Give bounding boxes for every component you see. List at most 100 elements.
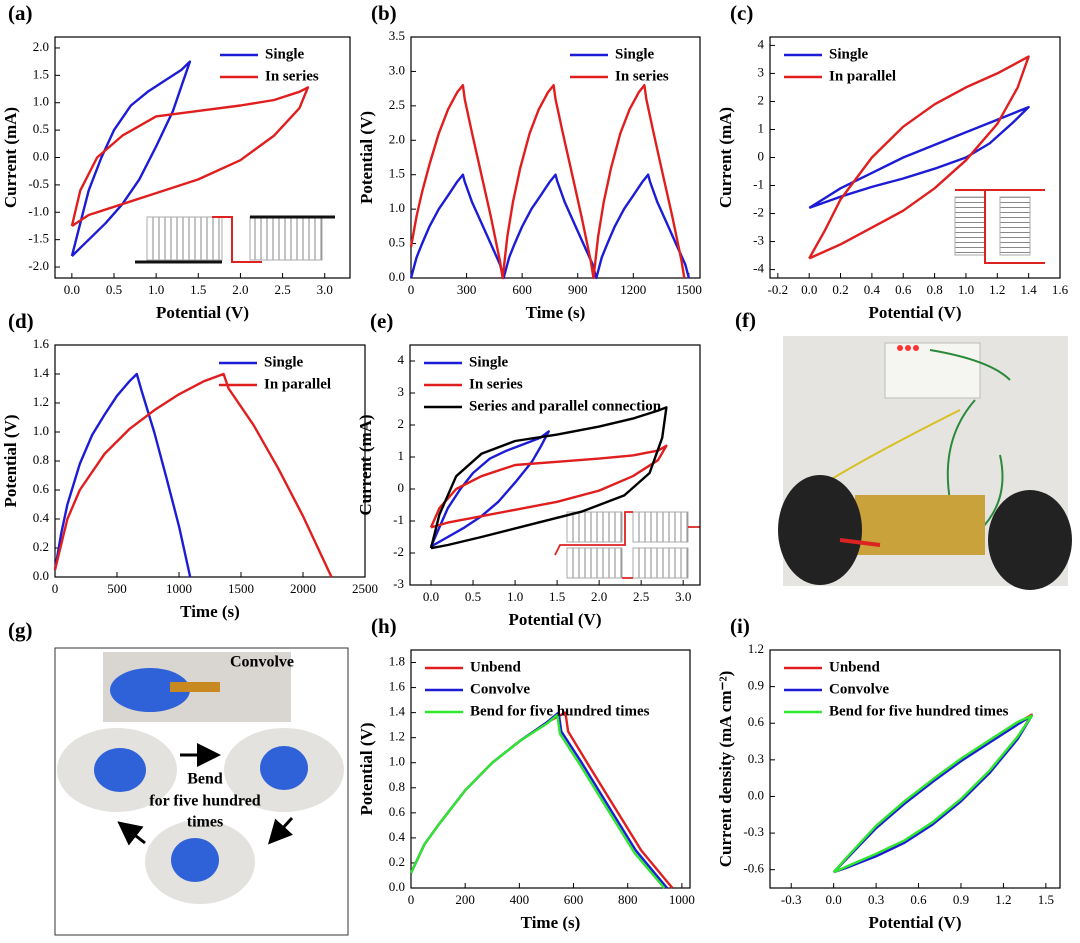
x-tick-label: 3.0 — [675, 589, 691, 604]
y-tick-label: 2 — [398, 416, 405, 431]
panel-label: (b) — [371, 1, 397, 25]
y-tick-label: 0 — [758, 148, 765, 163]
legend-label: Unbend — [829, 659, 881, 675]
x-tick-label: 0.0 — [801, 282, 817, 297]
x-tick-label: 0.3 — [868, 892, 884, 907]
series-line — [70, 60, 192, 257]
x-tick-label: 400 — [510, 892, 530, 907]
x-tick-label: 2000 — [290, 581, 316, 596]
series-line — [832, 714, 1033, 874]
x-axis-title: Time (s) — [180, 602, 240, 621]
x-tick-label: 1500 — [228, 581, 254, 596]
series-line — [70, 86, 310, 228]
y-tick-label: -0.6 — [743, 861, 764, 876]
y-axis-title: Current (mA) — [716, 107, 735, 208]
x-tick-label: 0.8 — [926, 282, 942, 297]
x-tick-label: -0.2 — [768, 282, 789, 297]
y-tick-label: -2.0 — [28, 258, 49, 273]
y-tick-label: 1.0 — [33, 94, 49, 109]
series-line — [409, 713, 666, 889]
y-axis-title: Potential (V) — [1, 414, 20, 507]
y-tick-label: 1.2 — [33, 394, 49, 409]
x-tick-label: 600 — [512, 282, 532, 297]
x-tick-label: 1.0 — [958, 282, 974, 297]
y-tick-label: 0.3 — [748, 751, 764, 766]
x-tick-label: 0.0 — [64, 282, 80, 297]
inset-c — [954, 189, 1045, 264]
legend-label: In series — [265, 68, 319, 84]
x-tick-label: 500 — [107, 581, 127, 596]
y-tick-label: 3 — [398, 384, 405, 399]
y-tick-label: 2.5 — [389, 97, 405, 112]
inset-a — [135, 215, 335, 264]
x-axis-title: Potential (V) — [868, 913, 961, 932]
y-tick-label: 0.6 — [33, 481, 50, 496]
x-tick-label: 2500 — [352, 581, 378, 596]
y-tick-label: 1 — [398, 448, 405, 463]
legend-label: Unbend — [470, 659, 522, 675]
x-axis-title: Potential (V) — [156, 303, 249, 322]
y-tick-label: -3 — [393, 576, 404, 591]
x-tick-label: 1.0 — [148, 282, 164, 297]
y-tick-label: 4 — [758, 36, 765, 51]
x-tick-label: 1.5 — [1038, 892, 1054, 907]
x-tick-label: 800 — [618, 892, 638, 907]
plot-frame — [769, 649, 1061, 889]
y-tick-label: 0.2 — [389, 854, 405, 869]
series-line — [409, 711, 674, 889]
x-tick-label: 900 — [568, 282, 588, 297]
y-tick-label: 0.6 — [748, 714, 765, 729]
y-tick-label: 2 — [758, 92, 765, 107]
legend-label: Convolve — [829, 681, 889, 697]
y-tick-label: 2.0 — [33, 39, 49, 54]
y-tick-label: 0.5 — [33, 121, 49, 136]
y-tick-label: 3.0 — [389, 62, 405, 77]
x-tick-label: 0 — [408, 282, 415, 297]
series-line — [808, 55, 1030, 260]
y-axis-title: Current (mA) — [356, 414, 375, 515]
panel-label: (h) — [371, 614, 397, 638]
x-tick-label: 3.0 — [317, 282, 333, 297]
series-line — [53, 372, 192, 578]
x-tick-label: 2.0 — [591, 589, 607, 604]
y-tick-label: -1 — [393, 512, 404, 527]
y-tick-label: 0.4 — [33, 510, 50, 525]
photo-caption: Convolve — [230, 654, 294, 671]
x-tick-label: 1000 — [166, 581, 192, 596]
photo-f — [778, 336, 1072, 590]
x-tick-label: 200 — [455, 892, 475, 907]
legend-label: Single — [264, 354, 304, 370]
y-tick-label: -0.5 — [28, 176, 49, 191]
y-tick-label: 0.4 — [389, 829, 406, 844]
y-tick-label: -2 — [393, 544, 404, 559]
x-tick-label: 0 — [408, 892, 415, 907]
x-tick-label: 0 — [52, 581, 59, 596]
x-tick-label: 0.5 — [465, 589, 481, 604]
x-tick-label: 1.2 — [989, 282, 1005, 297]
x-tick-label: 0.6 — [895, 282, 912, 297]
y-tick-label: 1.0 — [389, 200, 405, 215]
series-line — [832, 713, 1033, 874]
inset-e — [554, 511, 700, 579]
y-tick-label: 0.9 — [748, 678, 764, 693]
y-tick-label: 2.0 — [389, 131, 405, 146]
series-line — [429, 430, 550, 548]
plot-frame — [410, 649, 691, 889]
x-tick-label: 0.9 — [953, 892, 969, 907]
x-tick-label: 0.6 — [910, 892, 927, 907]
x-tick-label: 1.4 — [1021, 282, 1038, 297]
panel-label: (i) — [730, 614, 750, 638]
y-tick-label: 1.6 — [389, 679, 406, 694]
legend-label: Single — [265, 46, 305, 62]
y-tick-label: 1.4 — [389, 704, 406, 719]
y-tick-label: -4 — [753, 261, 764, 276]
y-tick-label: 0.0 — [389, 269, 405, 284]
x-tick-label: 600 — [564, 892, 584, 907]
plot-frame — [409, 344, 701, 586]
x-axis-title: Potential (V) — [508, 610, 601, 629]
x-tick-label: -0.3 — [781, 892, 802, 907]
y-tick-label: 0.8 — [389, 779, 405, 794]
y-tick-label: -3 — [753, 233, 764, 248]
y-tick-label: 1.6 — [33, 336, 50, 351]
